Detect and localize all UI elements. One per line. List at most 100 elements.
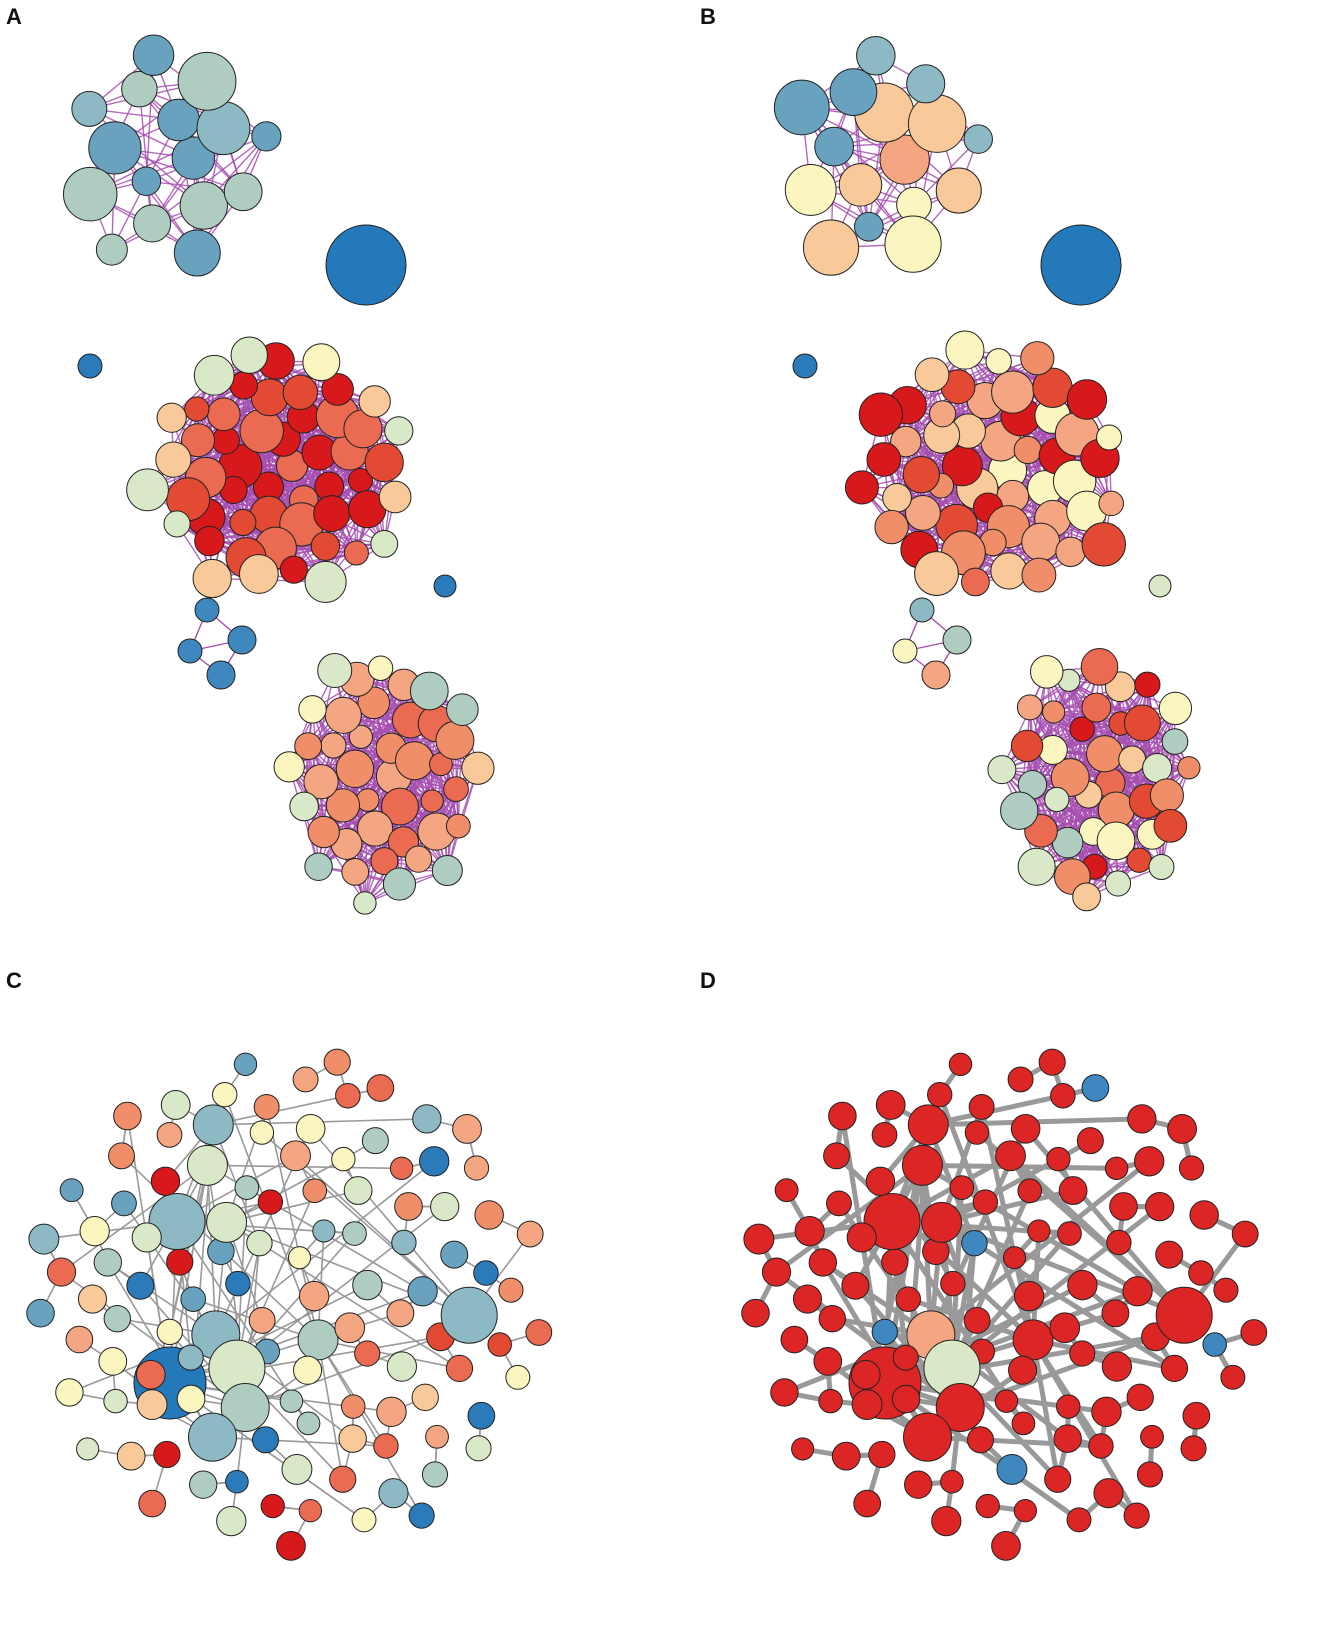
node [1101,1299,1130,1328]
node [404,845,433,873]
node [1155,1286,1213,1344]
node [961,1229,988,1257]
node [828,1101,857,1131]
node [1007,1066,1034,1093]
node [111,1190,137,1217]
node [940,1469,964,1494]
node [1046,1146,1071,1172]
node [991,370,1035,414]
node [296,1411,321,1436]
node [994,1389,1019,1413]
node [289,791,319,822]
node [220,1382,270,1432]
node [302,343,341,382]
node [1002,1246,1027,1270]
panel-label: A [6,4,22,29]
node [153,1440,181,1469]
node [126,468,169,512]
node [1180,1435,1207,1462]
node [79,1216,110,1247]
node [131,1222,162,1253]
node [440,1240,469,1269]
node [156,1121,183,1148]
node [273,751,305,783]
node [891,1384,921,1414]
edge [775,1163,924,1275]
node [160,1090,191,1120]
node [1069,1340,1096,1367]
node [844,470,879,505]
node [98,1346,128,1376]
node [995,1140,1026,1172]
node [1053,1424,1082,1453]
node [1091,1396,1122,1428]
node [972,1189,999,1215]
node [1055,1394,1081,1419]
node [187,1412,237,1462]
node [1010,729,1044,763]
node [818,1304,846,1333]
edge [1031,784,1096,868]
node [863,1193,921,1251]
node [77,1284,108,1314]
node [866,442,902,477]
node [1178,1155,1205,1181]
node [335,749,375,789]
node [1021,522,1061,562]
node [741,1298,770,1328]
node [280,1140,311,1172]
node [331,1146,356,1172]
node [177,1344,204,1371]
node [1010,1113,1041,1144]
node [525,1319,553,1346]
node [293,1355,323,1385]
node [465,1435,492,1462]
node [136,1389,168,1421]
node [1081,692,1112,723]
node [163,510,191,538]
node [370,847,399,876]
node [186,1144,228,1186]
node [818,1388,843,1414]
node [103,1304,131,1333]
node [176,1384,206,1414]
node [1072,882,1102,912]
node [1016,694,1043,721]
node [902,1412,952,1462]
node [865,1166,896,1196]
node [890,425,922,458]
node [879,134,930,185]
node [357,810,394,847]
node [292,1066,319,1093]
node [841,1271,870,1300]
node [1027,1219,1051,1243]
edge [244,1336,441,1409]
node [1012,1319,1054,1361]
node [166,1248,194,1276]
node [1044,1465,1072,1493]
node [1058,1176,1088,1205]
node [223,172,263,212]
node [116,1441,146,1471]
node [1021,557,1057,593]
node [378,1478,409,1509]
node [761,1257,792,1287]
node [126,1271,155,1300]
node [366,1074,395,1102]
node [373,1433,399,1459]
node [351,1507,377,1533]
node [304,560,347,603]
node [312,1219,336,1243]
node [1182,1401,1211,1430]
node [279,555,308,584]
node [904,1470,933,1499]
node [1153,808,1188,843]
node [46,1257,77,1287]
node [65,1325,94,1354]
node [407,1276,438,1307]
node [238,554,279,594]
node [430,1192,460,1222]
node [132,34,175,76]
node [1109,1192,1138,1221]
node [294,732,323,761]
